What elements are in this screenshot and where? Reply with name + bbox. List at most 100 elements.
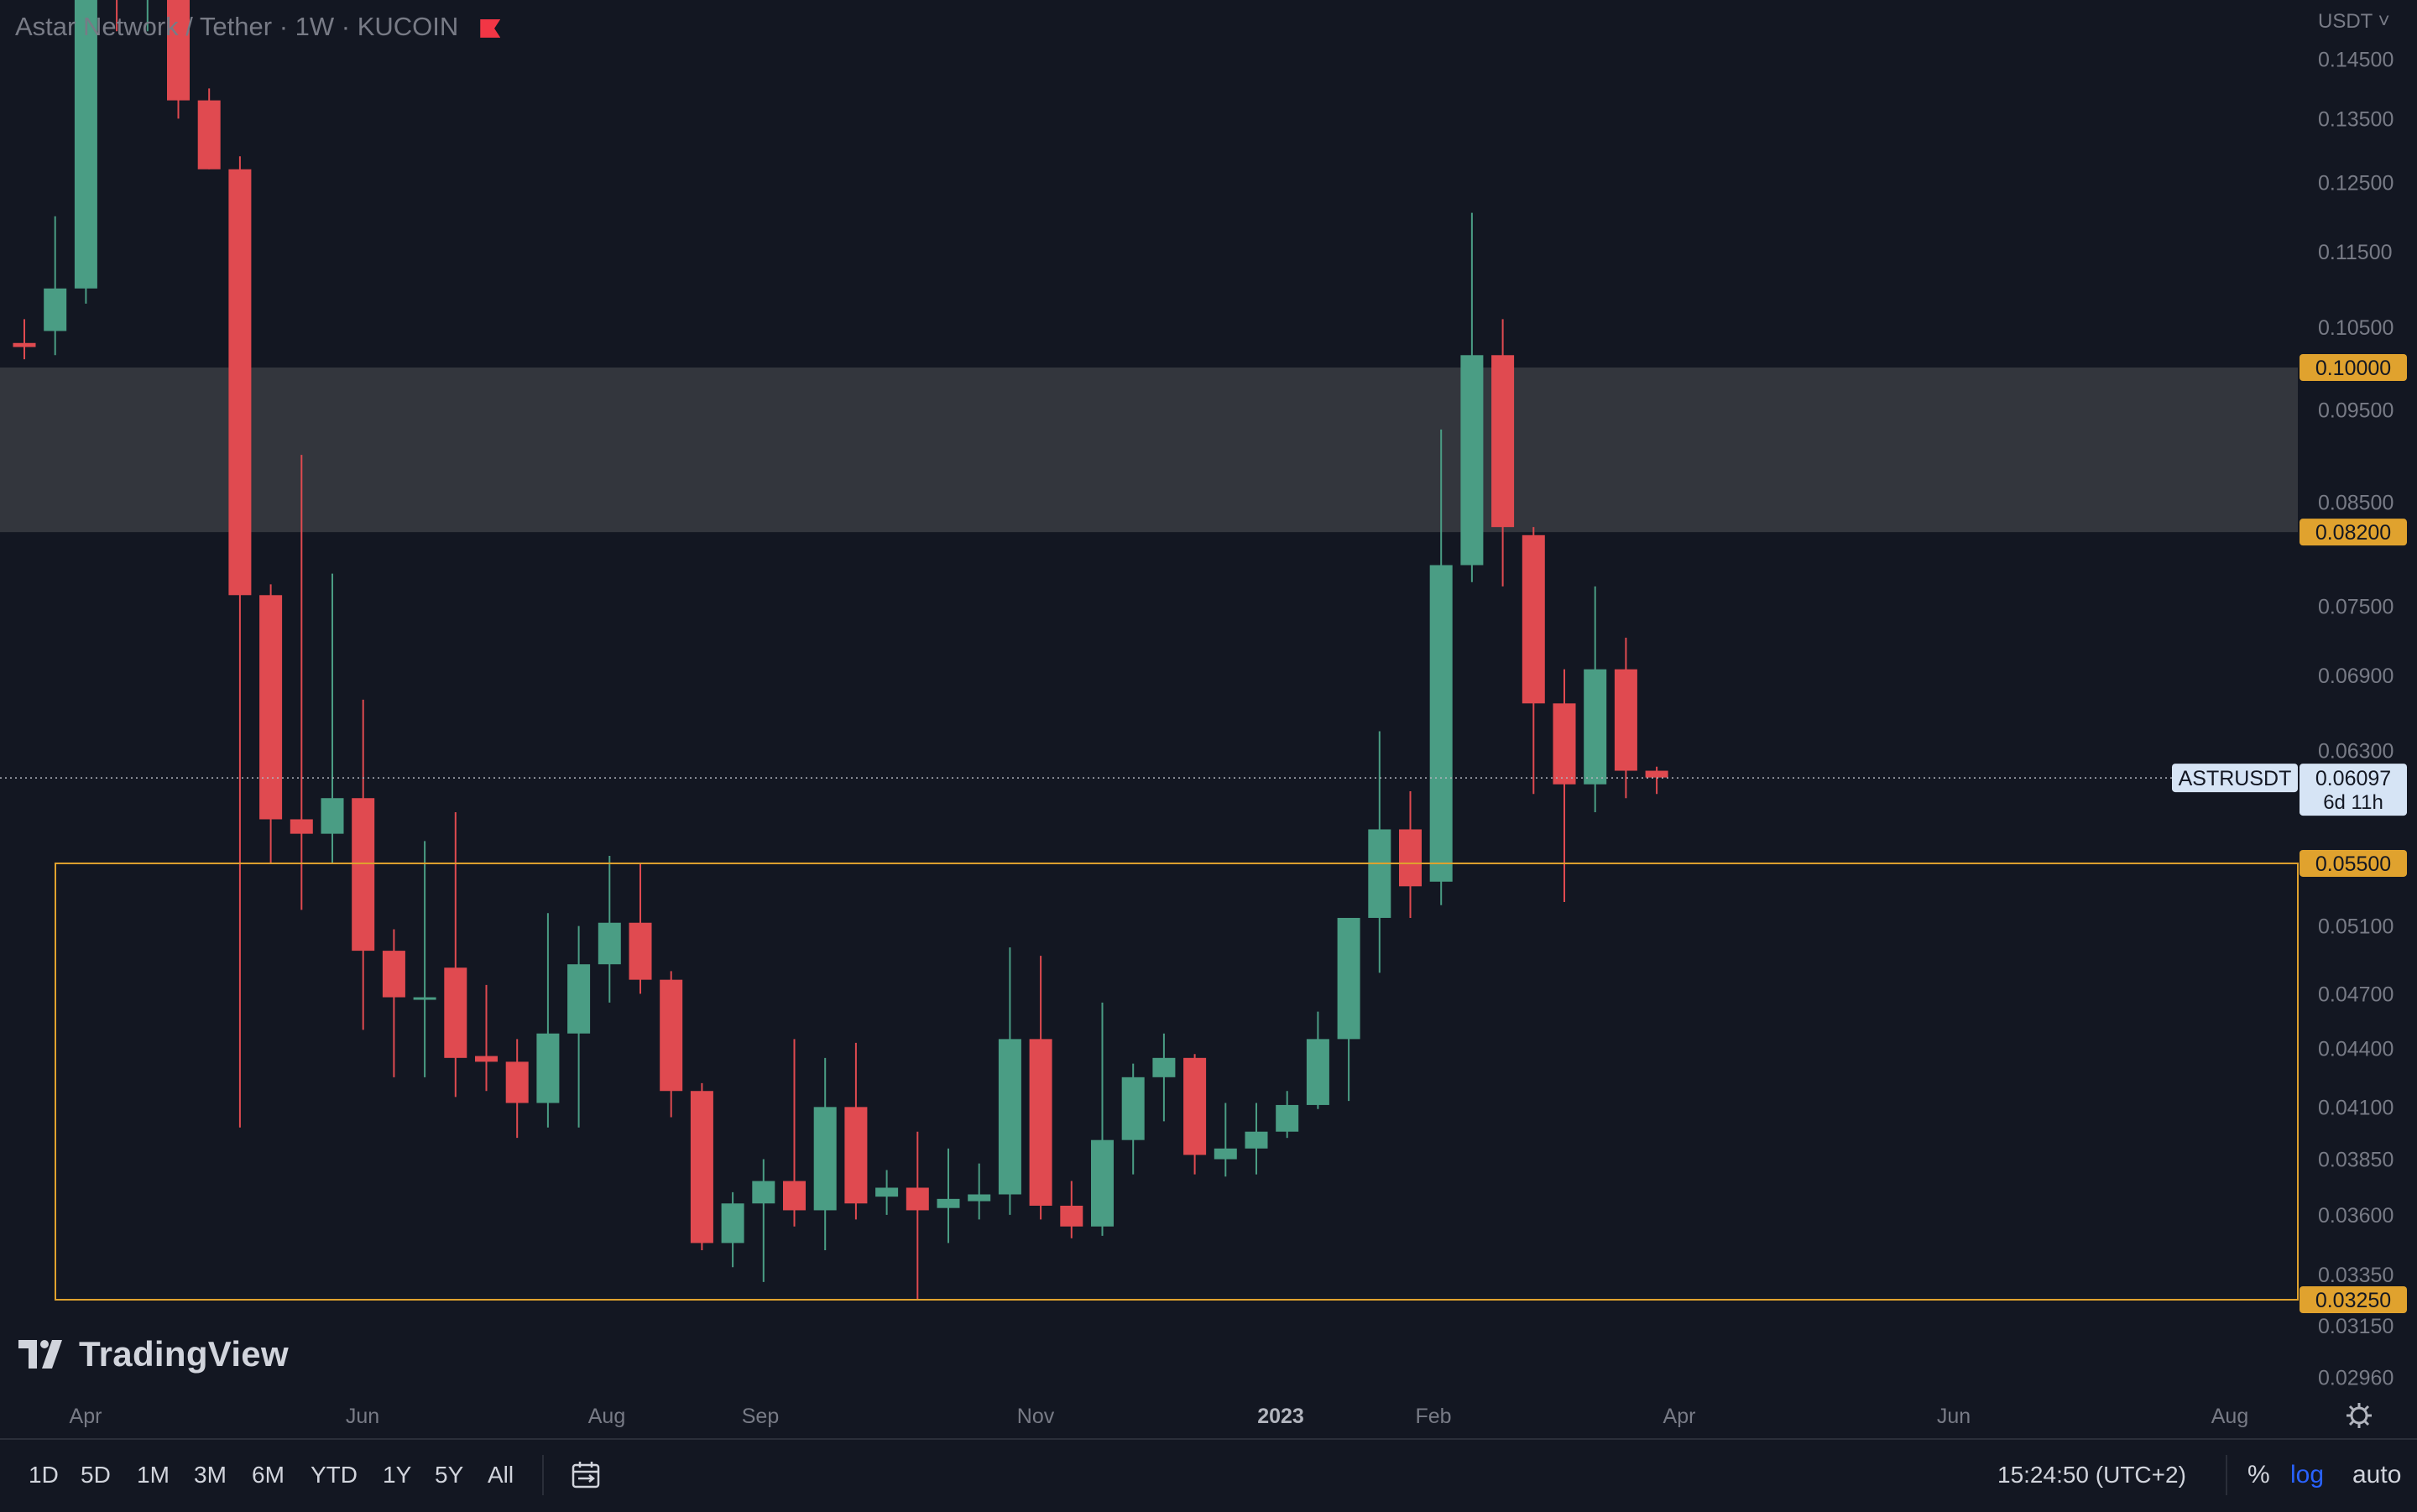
candles	[13, 0, 1668, 1300]
candle-body	[1306, 1039, 1329, 1105]
price-tick-label: 0.04400	[2318, 1038, 2394, 1061]
time-tick-label: Aug	[2211, 1405, 2248, 1428]
auto-scale-toggle[interactable]: auto	[2352, 1461, 2402, 1489]
time-tick-label: Apr	[1663, 1405, 1696, 1428]
timeframe-1y-button[interactable]: 1Y	[383, 1462, 412, 1488]
time-tick-label: Aug	[588, 1405, 625, 1428]
candle-body	[968, 1194, 991, 1202]
time-tick-label: Jun	[346, 1405, 379, 1428]
toolbar-divider	[542, 1455, 544, 1495]
candle-body	[1183, 1057, 1207, 1155]
candle-body	[1214, 1148, 1237, 1160]
timeframe-1d-button[interactable]: 1D	[29, 1462, 59, 1488]
flag-icon[interactable]	[480, 18, 501, 38]
candle-body	[1645, 770, 1668, 778]
level-label-bg	[2300, 354, 2407, 381]
candle-body	[290, 819, 313, 834]
candle-body	[752, 1181, 775, 1204]
price-tick-label: 0.06900	[2318, 665, 2394, 688]
currency-selector[interactable]: USDT ˅	[2318, 10, 2390, 33]
tradingview-logo-text: TradingView	[79, 1334, 289, 1374]
chart-title: Astar Network / Tether · 1W · KUCOIN	[15, 12, 501, 42]
candle-body	[906, 1187, 929, 1211]
bottom-toolbar: 1D 5D 1M 3M 6M YTD 1Y 5Y All 15:24:50 (U…	[0, 1438, 2417, 1512]
candle-body	[1522, 534, 1545, 704]
candle-body	[1460, 355, 1484, 566]
log-scale-toggle[interactable]: log	[2290, 1461, 2325, 1489]
level-label-text: 0.10000	[2315, 357, 2391, 380]
level-label-text: 0.05500	[2315, 852, 2391, 876]
timeframe-5y-button[interactable]: 5Y	[435, 1462, 464, 1488]
timeframe-ytd-button[interactable]: YTD	[311, 1462, 358, 1488]
time-tick-label: Jun	[1937, 1405, 1971, 1428]
timeframe-all-button[interactable]: All	[488, 1462, 514, 1488]
price-tick-label: 0.05100	[2318, 915, 2394, 939]
candle-body	[1060, 1205, 1083, 1227]
candle-body	[998, 1039, 1021, 1195]
price-tick-label: 0.03150	[2318, 1315, 2394, 1338]
candle-body	[660, 979, 683, 1092]
candle-body	[1614, 669, 1637, 771]
symbol-title: Astar Network / Tether · 1W · KUCOIN	[15, 12, 459, 41]
candle-body	[321, 798, 344, 834]
candle-body	[505, 1061, 529, 1103]
tradingview-logo-icon	[18, 1340, 62, 1369]
price-tick-label: 0.14500	[2318, 49, 2394, 72]
price-tick-label: 0.06300	[2318, 740, 2394, 764]
candle-body	[74, 0, 97, 289]
level-label-bg	[2300, 1286, 2407, 1313]
price-tick-label: 0.03850	[2318, 1149, 2394, 1172]
resistance-zone-rect	[0, 368, 2298, 533]
support-range-box	[0, 777, 2299, 1301]
timeframe-5d-button[interactable]: 5D	[81, 1462, 111, 1488]
clock-display[interactable]: 15:24:50 (UTC+2)	[1997, 1462, 2186, 1488]
calendar-range-icon[interactable]	[571, 1460, 601, 1490]
price-tick-label: 0.02960	[2318, 1366, 2394, 1389]
price-tick-label: 0.07500	[2318, 595, 2394, 618]
candle-body	[1368, 829, 1391, 918]
candle-body	[567, 964, 591, 1034]
candle-body	[1399, 829, 1422, 887]
price-tick-label: 0.04700	[2318, 983, 2394, 1006]
timeframe-1m-button[interactable]: 1M	[137, 1462, 170, 1488]
symbol-label-text: ASTRUSDT	[2179, 767, 2292, 790]
candle-body	[228, 169, 252, 596]
candle-body	[1276, 1104, 1299, 1132]
tradingview-logo: TradingView	[18, 1334, 289, 1374]
price-tick-label: 0.03350	[2318, 1264, 2394, 1287]
time-axis[interactable]: Apr Jun Aug Sep Nov 2023 Feb Apr Jun Aug	[70, 1405, 2249, 1428]
timeframe-3m-button[interactable]: 3M	[194, 1462, 227, 1488]
countdown-label-text: 6d 11h	[2323, 791, 2383, 814]
toolbar-divider	[2226, 1455, 2227, 1495]
candle-body	[382, 951, 405, 998]
timeframe-6m-button[interactable]: 6M	[252, 1462, 285, 1488]
price-tick-label: 0.08500	[2318, 492, 2394, 515]
candle-body	[1152, 1057, 1176, 1077]
candle-body	[1429, 565, 1453, 882]
gear-icon[interactable]	[2345, 1401, 2373, 1430]
level-labels: 0.10000 0.08200 0.05500 0.03250 ASTRUSDT 0.06…	[2172, 354, 2407, 1313]
candle-body	[44, 288, 67, 331]
candle-body	[1121, 1077, 1145, 1140]
time-tick-label: Sep	[742, 1405, 779, 1428]
price-chart[interactable]: 0.14500 0.13500 0.12500 0.11500 0.10500 0.095…	[0, 0, 2417, 1438]
candle-body	[813, 1107, 837, 1211]
percent-scale-toggle[interactable]: %	[2247, 1461, 2270, 1489]
time-tick-label: Apr	[70, 1405, 102, 1428]
candle-body	[1091, 1139, 1114, 1227]
symbol-label-bg	[2172, 764, 2298, 793]
candle-body	[937, 1198, 960, 1208]
candle-body	[444, 967, 467, 1058]
candle-body	[1553, 703, 1576, 785]
price-axis[interactable]: 0.14500 0.13500 0.12500 0.11500 0.10500 0.095…	[2318, 49, 2394, 1390]
time-tick-label: 2023	[1257, 1405, 1304, 1428]
time-tick-label: Nov	[1017, 1405, 1055, 1428]
candle-body	[1245, 1131, 1268, 1149]
candle-body	[413, 997, 436, 1000]
candle-body	[352, 798, 375, 952]
level-label-text: 0.03250	[2315, 1289, 2391, 1312]
candle-body	[844, 1107, 868, 1204]
level-label-bg	[2300, 519, 2407, 546]
price-tick-label: 0.11500	[2318, 241, 2393, 264]
candle-body	[1584, 669, 1607, 785]
